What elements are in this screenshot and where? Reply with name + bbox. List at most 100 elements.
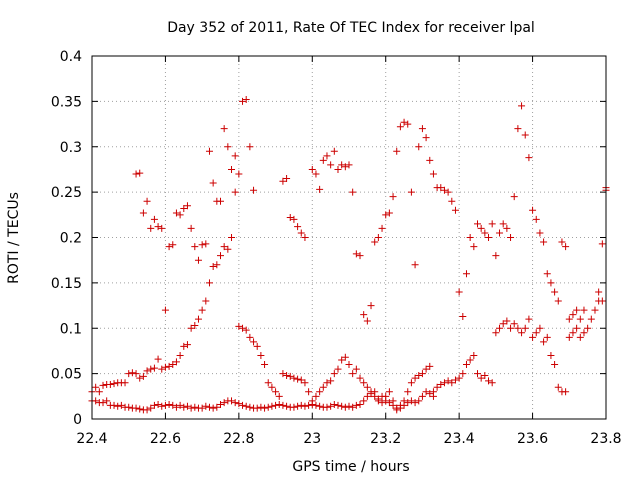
data-point — [595, 288, 603, 296]
data-point — [356, 400, 364, 408]
data-point — [110, 380, 118, 388]
y-axis-label: ROTI / TECUs — [6, 192, 22, 284]
data-point — [165, 243, 173, 251]
data-point — [510, 193, 518, 201]
data-point — [338, 356, 346, 364]
data-point — [294, 375, 302, 383]
data-point — [338, 402, 346, 410]
data-point — [158, 402, 166, 410]
data-point — [125, 403, 133, 411]
data-point — [514, 125, 522, 133]
data-point — [183, 402, 191, 410]
data-point — [367, 302, 375, 310]
data-point — [518, 102, 526, 110]
data-point — [172, 209, 180, 217]
data-point — [224, 143, 232, 151]
data-point — [264, 379, 272, 387]
data-point — [261, 361, 269, 369]
data-point — [485, 234, 493, 241]
data-point — [455, 374, 463, 382]
plot-frame — [91, 55, 607, 420]
data-point — [312, 401, 320, 409]
data-point — [235, 322, 243, 330]
data-point — [143, 367, 151, 375]
data-point — [404, 399, 412, 407]
data-point — [418, 125, 426, 133]
data-point — [547, 351, 555, 359]
data-point — [132, 404, 140, 412]
data-point — [338, 161, 346, 169]
data-point — [136, 169, 144, 177]
data-point — [378, 224, 386, 232]
data-point — [334, 365, 342, 373]
data-point — [202, 297, 210, 305]
data-point — [323, 152, 331, 160]
data-point — [272, 388, 280, 396]
data-point — [385, 388, 393, 396]
data-point — [209, 404, 217, 412]
data-point — [294, 223, 302, 231]
y-tick-labels: 0 0.05 0.1 0.15 0.2 0.25 0.3 0.35 0.4 — [51, 49, 82, 428]
data-point — [275, 400, 283, 408]
data-point — [470, 243, 478, 251]
data-point — [106, 381, 114, 389]
data-point — [374, 397, 382, 405]
data-point — [503, 317, 511, 325]
data-point — [99, 381, 107, 389]
data-point — [275, 392, 283, 400]
data-point — [301, 234, 309, 241]
data-point — [551, 288, 559, 296]
data-point — [327, 402, 335, 410]
data-point — [301, 402, 309, 410]
data-point — [198, 241, 206, 249]
data-point — [110, 401, 118, 409]
data-point — [341, 353, 349, 361]
data-point — [169, 241, 177, 249]
data-point — [327, 161, 335, 169]
data-point — [345, 402, 353, 410]
data-point — [231, 188, 239, 196]
data-point — [562, 243, 570, 251]
data-point — [187, 224, 195, 232]
data-point — [239, 401, 247, 409]
data-point — [286, 214, 294, 222]
data-point — [176, 401, 184, 409]
data-point — [360, 311, 368, 319]
data-point — [268, 402, 276, 410]
y-tick-label: 0.35 — [51, 94, 82, 110]
data-point — [217, 400, 224, 408]
data-point — [569, 311, 577, 319]
data-point — [437, 184, 445, 192]
data-point — [488, 220, 496, 228]
data-point — [202, 240, 210, 248]
data-point — [246, 143, 254, 151]
data-point — [499, 220, 507, 228]
data-point — [279, 370, 287, 378]
data-point — [268, 383, 276, 391]
data-point — [466, 234, 474, 241]
data-point — [136, 405, 144, 413]
data-point — [536, 229, 544, 237]
data-point — [543, 333, 551, 341]
data-point — [279, 401, 287, 409]
data-point — [213, 261, 221, 269]
data-point — [286, 372, 294, 380]
data-point — [569, 329, 577, 337]
y-tick-label: 0.1 — [60, 321, 82, 337]
data-point — [584, 324, 592, 332]
data-point — [198, 306, 206, 314]
data-point — [187, 404, 195, 412]
data-point — [253, 342, 261, 350]
data-point — [330, 147, 338, 155]
data-point — [95, 388, 103, 396]
data-point — [150, 215, 158, 223]
data-point — [301, 379, 309, 387]
data-point — [209, 263, 217, 271]
x-tick-label: 23.8 — [590, 431, 621, 447]
data-point — [316, 388, 324, 396]
data-point — [132, 170, 140, 178]
data-point — [426, 156, 434, 164]
data-point — [514, 324, 522, 332]
data-point — [389, 193, 397, 201]
data-point — [143, 197, 151, 205]
